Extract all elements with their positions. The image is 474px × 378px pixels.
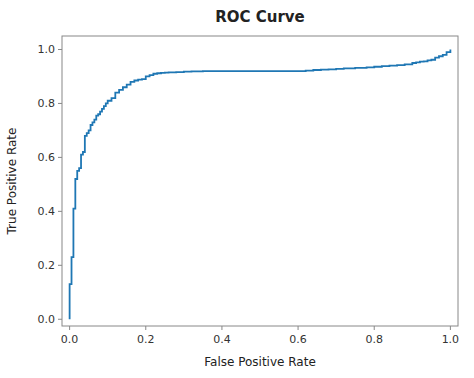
x-tick-label: 1.0 xyxy=(442,333,460,346)
x-tick-label: 0.2 xyxy=(137,333,155,346)
title: ROC Curve xyxy=(215,8,305,26)
y-tick-label: 1.0 xyxy=(38,43,56,56)
y-tick-label: 0.2 xyxy=(38,259,56,272)
x-tick-label: 0.8 xyxy=(365,333,383,346)
y-tick xyxy=(58,211,62,212)
y-tick xyxy=(58,157,62,158)
roc-line xyxy=(70,49,451,319)
y-tick xyxy=(58,103,62,104)
chart: 0.0 0.2 0.4 0.6 0.8 1.0 0.0 0.2 0.4 0.6 0.8 1.0 ROC … xyxy=(0,0,474,378)
x-tick xyxy=(298,326,299,330)
x-tick xyxy=(450,326,451,330)
x-tick xyxy=(374,326,375,330)
x-tick xyxy=(69,326,70,330)
x-tick xyxy=(221,326,222,330)
x-tick-label: 0.0 xyxy=(61,333,79,346)
y-tick xyxy=(58,49,62,50)
y-axis-label: True Positive Rate xyxy=(5,128,19,236)
y-tick-label: 0.0 xyxy=(38,313,56,326)
y-tick xyxy=(58,319,62,320)
plot-frame xyxy=(62,36,458,326)
x-tick-label: 0.6 xyxy=(289,333,307,346)
y-tick-label: 0.4 xyxy=(38,205,56,218)
x-tick xyxy=(145,326,146,330)
x-tick-label: 0.4 xyxy=(213,333,231,346)
plot-area xyxy=(70,49,451,319)
y-tick-label: 0.8 xyxy=(38,97,56,110)
y-tick xyxy=(58,265,62,266)
x-axis-label: False Positive Rate xyxy=(204,355,316,369)
y-tick-label: 0.6 xyxy=(38,151,56,164)
axis-ticks: 0.0 0.2 0.4 0.6 0.8 1.0 0.0 0.2 0.4 0.6 0.8 1.0 xyxy=(38,43,460,346)
